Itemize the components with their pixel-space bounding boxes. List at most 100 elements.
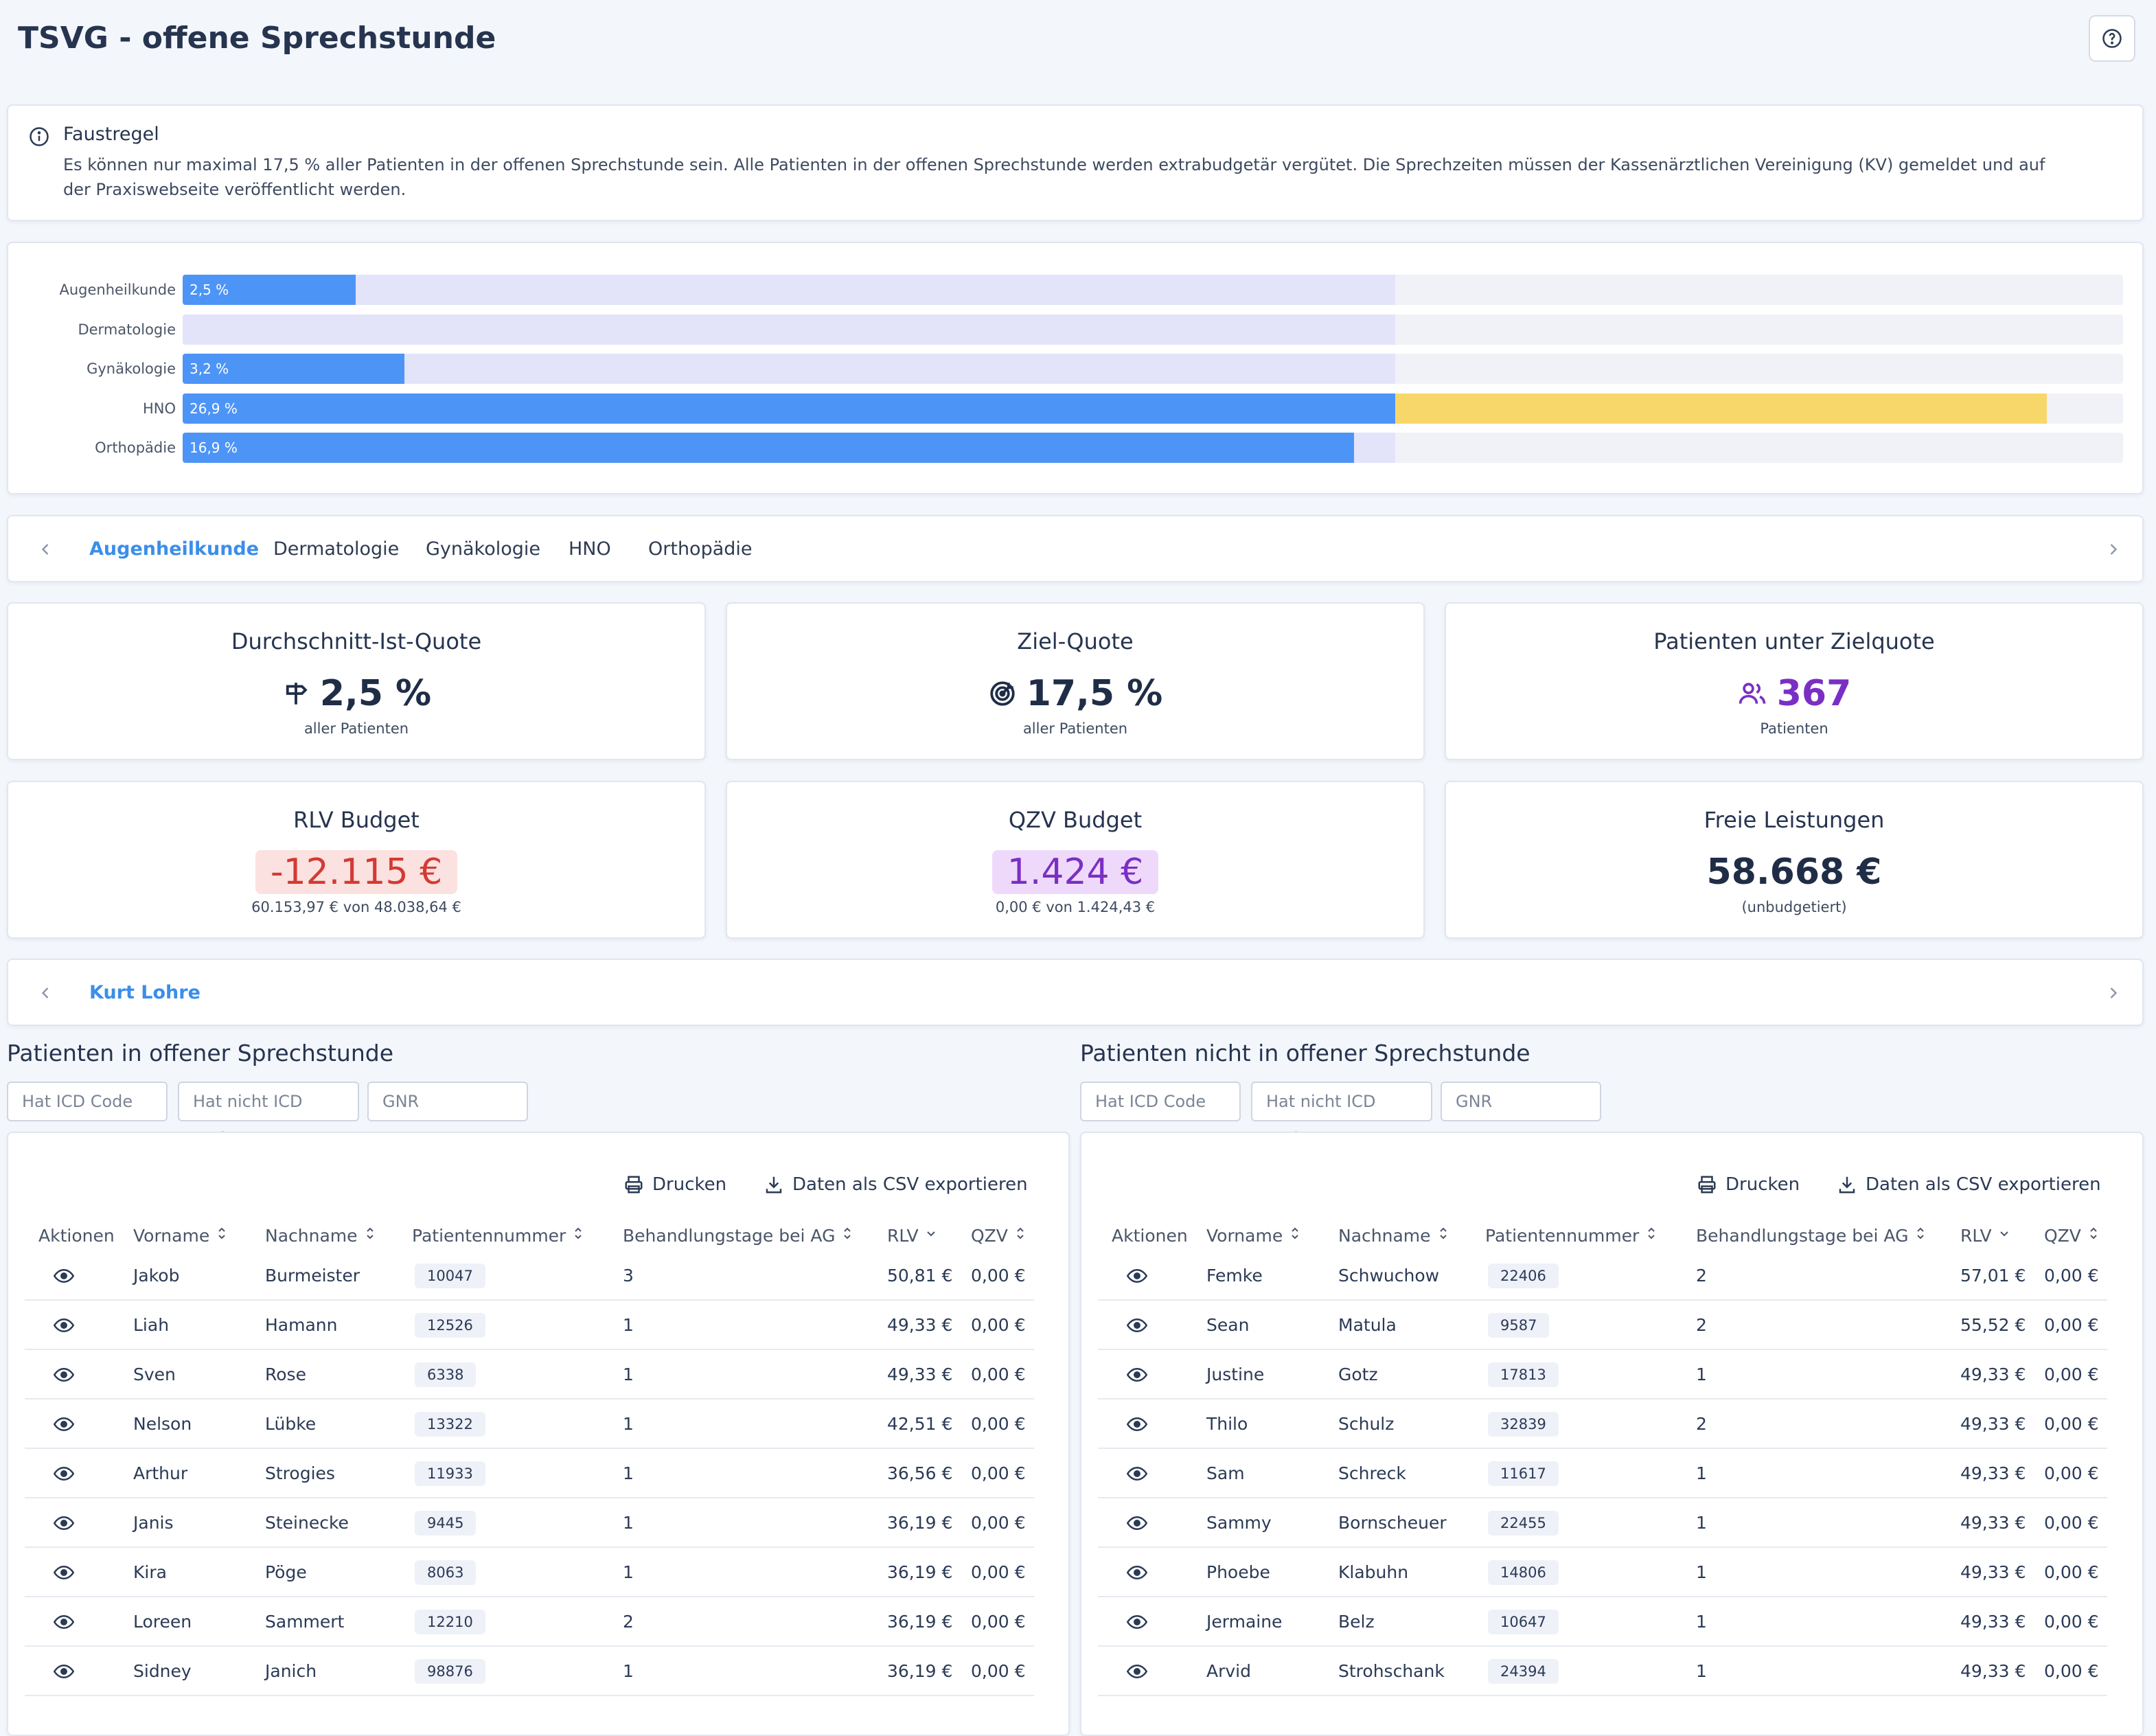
column-header-nachname[interactable]: Nachname: [1338, 1222, 1449, 1250]
tab-gynäkologie[interactable]: Gynäkologie: [426, 538, 541, 560]
column-header-label: Patientennummer: [412, 1226, 566, 1246]
table-row: Loreen Sammert 12210 2 36,19 € 0,00 €: [25, 1597, 1034, 1647]
table-row: Arthur Strogies 11933 1 36,56 € 0,00 €: [25, 1449, 1034, 1498]
kpi-rlv-sub: 60.153,97 € von 48.038,64 €: [251, 899, 461, 915]
sort-icon: [1646, 1222, 1657, 1250]
cell-first-name: Sammy: [1206, 1513, 1272, 1533]
column-header-rlv[interactable]: RLV: [1960, 1222, 2010, 1250]
help-button[interactable]: [2089, 15, 2135, 62]
cell-rlv-value: 49,33 €: [1960, 1612, 2026, 1632]
column-header-label: Vorname: [1206, 1226, 1283, 1246]
kpi-below-value: 367: [1776, 673, 1852, 714]
column-header-behandlungstage-bei-ag[interactable]: Behandlungstage bei AG: [1696, 1222, 1926, 1250]
export-label: Daten als CSV exportieren: [792, 1174, 1028, 1195]
kpi-qzv-card: QZV Budget 1.424 € 0,00 € von 1.424,43 €: [726, 781, 1425, 939]
right-table-card: Drucken Daten als CSV exportieren Aktion…: [1080, 1132, 2144, 1736]
cell-rlv-value: 36,19 €: [887, 1612, 953, 1632]
chart-category-label: HNO: [142, 400, 176, 417]
table-row: Jermaine Belz 10647 1 49,33 € 0,00 €: [1098, 1597, 2107, 1647]
column-header-vorname[interactable]: Vorname: [133, 1222, 227, 1250]
cell-rlv-value: 42,51 €: [887, 1414, 953, 1434]
kpi-avg-value: 2,5 %: [319, 673, 432, 714]
chart-bar[interactable]: [183, 433, 1354, 463]
column-header-patientennummer[interactable]: Patientennummer: [412, 1222, 584, 1250]
column-header-behandlungstage-bei-ag[interactable]: Behandlungstage bei AG: [623, 1222, 853, 1250]
cell-last-name: Matula: [1338, 1315, 1397, 1335]
table-row: Justine Gotz 17813 1 49,33 € 0,00 €: [1098, 1350, 2107, 1400]
cell-treatment-days: 1: [1696, 1661, 1707, 1681]
tab-dermatologie[interactable]: Dermatologie: [273, 538, 400, 560]
cell-rlv-value: 36,19 €: [887, 1661, 953, 1681]
sort-icon: [842, 1222, 853, 1250]
column-header-label: QZV: [2044, 1226, 2081, 1246]
cell-qzv-value: 0,00 €: [2044, 1266, 2099, 1286]
table-row: Femke Schwuchow 22406 2 57,01 € 0,00 €: [1098, 1251, 2107, 1301]
chart-bar[interactable]: [183, 354, 404, 384]
sort-icon: [573, 1222, 584, 1250]
filter-not-icd-right[interactable]: Hat nicht ICD Code: [1251, 1082, 1432, 1148]
filter-gnr-right[interactable]: GNR: [1441, 1082, 1601, 1121]
doctor-tabs: Kurt Lohre: [7, 959, 2144, 1026]
sort-icon: [1289, 1222, 1300, 1250]
cell-last-name: Hamann: [265, 1315, 338, 1335]
print-button[interactable]: Drucken: [1697, 1174, 1800, 1195]
cell-patient-number: 12210: [415, 1610, 485, 1634]
column-header-qzv[interactable]: QZV: [2044, 1222, 2099, 1250]
right-table-title: Patienten nicht in offener Sprechstunde: [1080, 1040, 1530, 1066]
column-header-qzv[interactable]: QZV: [971, 1222, 1026, 1250]
chart-data-label: 3,2 %: [190, 361, 229, 377]
column-header-nachname[interactable]: Nachname: [265, 1222, 376, 1250]
chart-bar[interactable]: [183, 275, 356, 305]
kpi-target-sub: aller Patienten: [1022, 720, 1128, 737]
cell-qzv-value: 0,00 €: [2044, 1463, 2099, 1483]
chart-data-label: 16,9 %: [190, 439, 238, 456]
users-icon: [1739, 683, 1765, 704]
cell-treatment-days: 1: [623, 1513, 634, 1533]
tab-doctor-kurt-lohre[interactable]: Kurt Lohre: [89, 982, 200, 1003]
filter-icd-right[interactable]: Hat ICD Code: [1080, 1082, 1241, 1121]
cell-patient-number: 22455: [1488, 1511, 1559, 1535]
sort-desc-icon: [926, 1222, 937, 1250]
cell-rlv-value: 50,81 €: [887, 1266, 953, 1286]
download-icon: [1839, 1176, 1855, 1194]
column-header-label: Nachname: [265, 1226, 358, 1246]
table-header: Aktionen Vorname Nachname Patientennummer Be…: [8, 1222, 1071, 1250]
kpi-below-title: Patienten unter Zielquote: [1653, 628, 1935, 654]
kpi-qzv-sub: 0,00 € von 1.424,43 €: [995, 899, 1156, 915]
table-body: Jakob Burmeister 10047 3 50,81 € 0,00 € Liah Ha…: [8, 1251, 1071, 1732]
chevron-left-icon[interactable]: [36, 983, 55, 1003]
tab-augenheilkunde[interactable]: Augenheilkunde: [89, 538, 260, 560]
export-csv-button[interactable]: Daten als CSV exportieren: [764, 1174, 1028, 1195]
info-card: Faustregel Es können nur maximal 17,5 % …: [7, 104, 2144, 221]
export-csv-button[interactable]: Daten als CSV exportieren: [1837, 1174, 2101, 1195]
table-row: Sven Rose 6338 1 49,33 € 0,00 €: [25, 1350, 1034, 1400]
print-button[interactable]: Drucken: [623, 1174, 726, 1195]
chevron-right-icon[interactable]: [2104, 540, 2123, 559]
cell-treatment-days: 2: [1696, 1266, 1707, 1286]
chevron-right-icon[interactable]: [2104, 983, 2123, 1003]
filter-icd-left[interactable]: Hat ICD Code: [7, 1082, 168, 1121]
kpi-qzv-value: 1.424 €: [991, 850, 1159, 894]
cell-patient-number: 17813: [1488, 1362, 1559, 1387]
chart-bar[interactable]: [183, 393, 1396, 424]
column-header-vorname[interactable]: Vorname: [1206, 1222, 1300, 1250]
filter-gnr-left[interactable]: GNR: [367, 1082, 528, 1121]
left-table-card: Drucken Daten als CSV exportieren Aktion…: [7, 1132, 1070, 1736]
cell-patient-number: 98876: [415, 1659, 485, 1684]
column-header-patientennummer[interactable]: Patientennummer: [1485, 1222, 1657, 1250]
cell-qzv-value: 0,00 €: [2044, 1513, 2099, 1533]
tab-orthopädie[interactable]: Orthopädie: [648, 538, 753, 560]
chevron-left-icon[interactable]: [36, 540, 55, 559]
cell-treatment-days: 2: [1696, 1414, 1707, 1434]
chart-target-zone: [183, 275, 1396, 305]
table-row: Liah Hamann 12526 1 49,33 € 0,00 €: [25, 1301, 1034, 1350]
cell-patient-number: 11933: [415, 1461, 485, 1486]
column-header-rlv[interactable]: RLV: [887, 1222, 937, 1250]
chart-bar-over-target[interactable]: [1395, 393, 2047, 424]
table-row: Sean Matula 9587 2 55,52 € 0,00 €: [1098, 1301, 2107, 1350]
filter-not-icd-left[interactable]: Hat nicht ICD Code: [178, 1082, 359, 1148]
kpi-avg-sub: aller Patienten: [303, 720, 409, 737]
cell-treatment-days: 1: [1696, 1364, 1707, 1384]
tab-hno[interactable]: HNO: [569, 538, 611, 560]
kpi-free-card: Freie Leistungen 58.668 € (unbudgetiert): [1445, 781, 2144, 939]
